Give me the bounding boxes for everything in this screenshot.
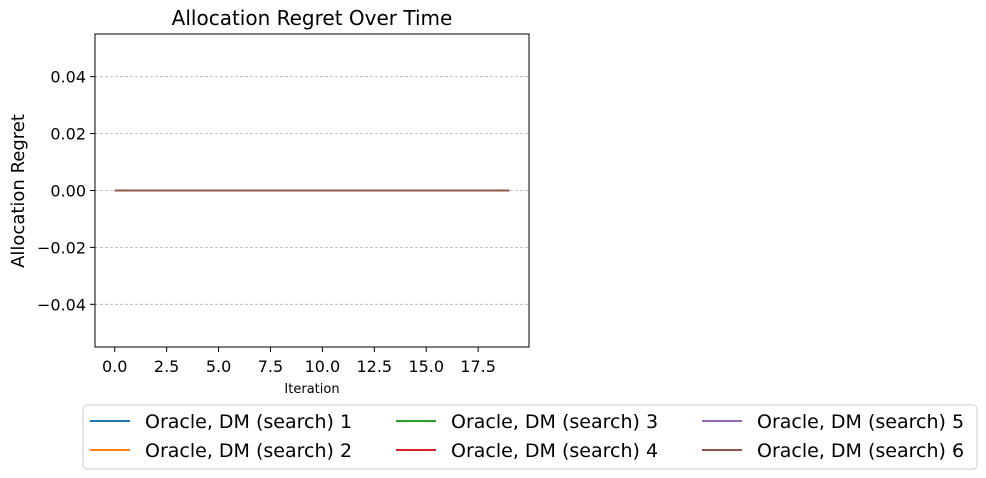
legend-label-4: Oracle, DM (search) 4 xyxy=(451,440,658,462)
legend-label-3: Oracle, DM (search) 3 xyxy=(451,411,658,433)
x-axis-ticks: 0.0 2.5 5.0 7.5 10.0 12.5 15.0 17.5 xyxy=(102,347,496,376)
y-tick-label: 0.00 xyxy=(50,182,86,201)
legend-label-2: Oracle, DM (search) 2 xyxy=(145,440,352,462)
x-tick-label: 12.5 xyxy=(356,357,392,376)
x-tick-label: 17.5 xyxy=(460,357,496,376)
legend: Oracle, DM (search) 1 Oracle, DM (search)… xyxy=(82,404,978,470)
y-axis-label: Allocation Regret xyxy=(8,114,29,268)
y-tick-label: −0.04 xyxy=(37,295,86,314)
legend-box xyxy=(82,404,978,470)
legend-label-1: Oracle, DM (search) 1 xyxy=(145,411,352,433)
x-axis-label: Iteration xyxy=(284,382,339,397)
x-tick-label: 10.0 xyxy=(305,357,341,376)
chart-title: Allocation Regret Over Time xyxy=(172,6,453,30)
y-tick-label: 0.02 xyxy=(50,125,86,144)
x-tick-label: 7.5 xyxy=(258,357,283,376)
legend-label-5: Oracle, DM (search) 5 xyxy=(757,411,964,433)
x-tick-label: 2.5 xyxy=(154,357,179,376)
x-tick-label: 15.0 xyxy=(408,357,444,376)
y-axis-ticks: 0.04 0.02 0.00 −0.02 −0.04 xyxy=(37,68,95,314)
y-tick-label: 0.04 xyxy=(50,68,86,87)
x-tick-label: 0.0 xyxy=(102,357,127,376)
x-tick-label: 5.0 xyxy=(206,357,231,376)
legend-label-6: Oracle, DM (search) 6 xyxy=(757,440,964,462)
y-tick-label: −0.02 xyxy=(37,238,86,257)
